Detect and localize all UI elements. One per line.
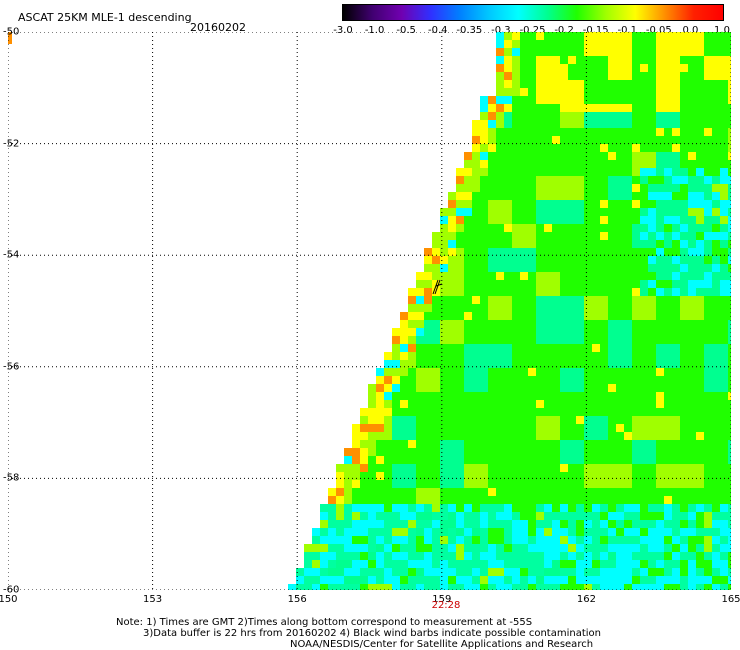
swath-data xyxy=(8,32,731,590)
colorbar-label: -0.15 xyxy=(582,25,609,36)
colorbar-label: 0.0 xyxy=(682,25,699,36)
lon-tick-label: 162 xyxy=(576,594,596,605)
colorbar-label: -0.3 xyxy=(491,25,511,36)
colorbar-label: -0.2 xyxy=(554,25,574,36)
colorbar-label: -0.35 xyxy=(456,25,483,36)
time-label: 22:28 xyxy=(431,600,461,611)
colorbar-label: -0.25 xyxy=(519,25,546,36)
colorbar-label: -0.1 xyxy=(617,25,638,36)
colorbar-label: 1.0 xyxy=(714,25,730,36)
colorbar-label: -0.4 xyxy=(427,25,448,36)
lon-tick-label: 165 xyxy=(721,594,740,605)
grid-lines xyxy=(8,32,731,590)
lat-tick-label: -52 xyxy=(3,138,20,150)
swath-map xyxy=(8,32,731,590)
lon-tick-label: 150 xyxy=(0,594,18,605)
colorbar xyxy=(342,4,724,21)
note-line-2: 3)Data buffer is 22 hrs from 20160202 4)… xyxy=(143,628,601,639)
colorbar-label: -3.0 xyxy=(333,25,353,36)
colorbar-gradient xyxy=(343,5,723,20)
lat-tick-label: -56 xyxy=(3,361,20,373)
map-title: ASCAT 25KM MLE-1 descending xyxy=(18,11,192,24)
note-line-3: NOAA/NESDIS/Center for Satellite Applica… xyxy=(290,639,594,650)
lat-tick-label: -50 xyxy=(3,26,20,38)
lat-tick-label: -58 xyxy=(3,472,20,484)
lon-tick-label: 159 xyxy=(432,594,452,605)
date-label: 20160202 xyxy=(190,21,246,34)
lon-tick-label: 153 xyxy=(143,594,163,605)
note-line-1: Note: 1) Times are GMT 2)Times along bot… xyxy=(116,617,533,628)
lat-tick-label: -60 xyxy=(3,584,20,596)
lat-tick-label: -54 xyxy=(3,249,20,261)
wind-barb-icon xyxy=(432,279,443,295)
lon-tick-label: 156 xyxy=(287,594,307,605)
colorbar-label: -1.0 xyxy=(364,25,385,36)
colorbar-label: -0.05 xyxy=(645,25,672,36)
colorbar-label: -0.5 xyxy=(396,25,416,36)
